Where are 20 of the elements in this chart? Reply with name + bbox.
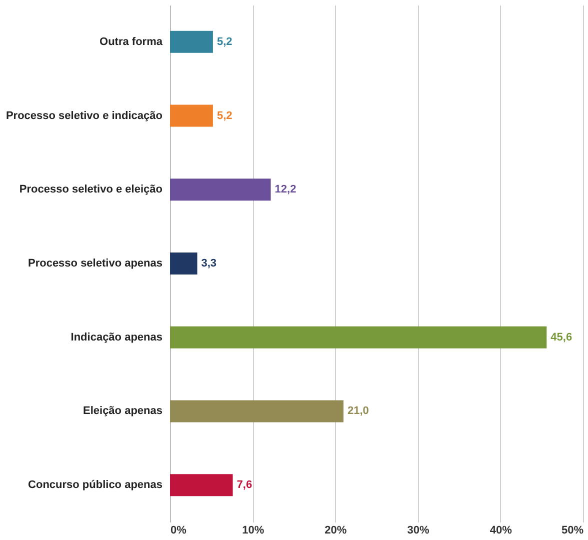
data-label: 21,0 <box>347 405 369 418</box>
y-tick-label: Processo seletivo apenas <box>28 258 162 270</box>
y-tick-label: Processo seletivo e indicação <box>6 110 163 122</box>
data-label: 45,6 <box>550 331 572 344</box>
x-tick-label: 0% <box>170 524 187 536</box>
y-tick-label: Indicação apenas <box>70 331 162 344</box>
data-label: 5,2 <box>216 110 232 122</box>
x-tick-label: 40% <box>490 524 512 536</box>
x-tick-label: 20% <box>324 524 347 536</box>
data-label: 7,6 <box>236 479 252 492</box>
x-tick-label: 30% <box>407 524 430 536</box>
y-tick-label: Processo seletivo e eleição <box>19 184 163 196</box>
data-label: 12,2 <box>274 184 296 196</box>
x-tick-label: 50% <box>561 524 584 536</box>
data-label: 5,2 <box>216 36 232 48</box>
y-tick-label: Eleição apenas <box>83 405 162 418</box>
y-tick-label: Concurso público apenas <box>28 479 162 492</box>
x-tick-label: 10% <box>242 524 264 536</box>
y-tick-label: Outra forma <box>100 36 164 48</box>
data-label: 3,3 <box>201 258 217 270</box>
